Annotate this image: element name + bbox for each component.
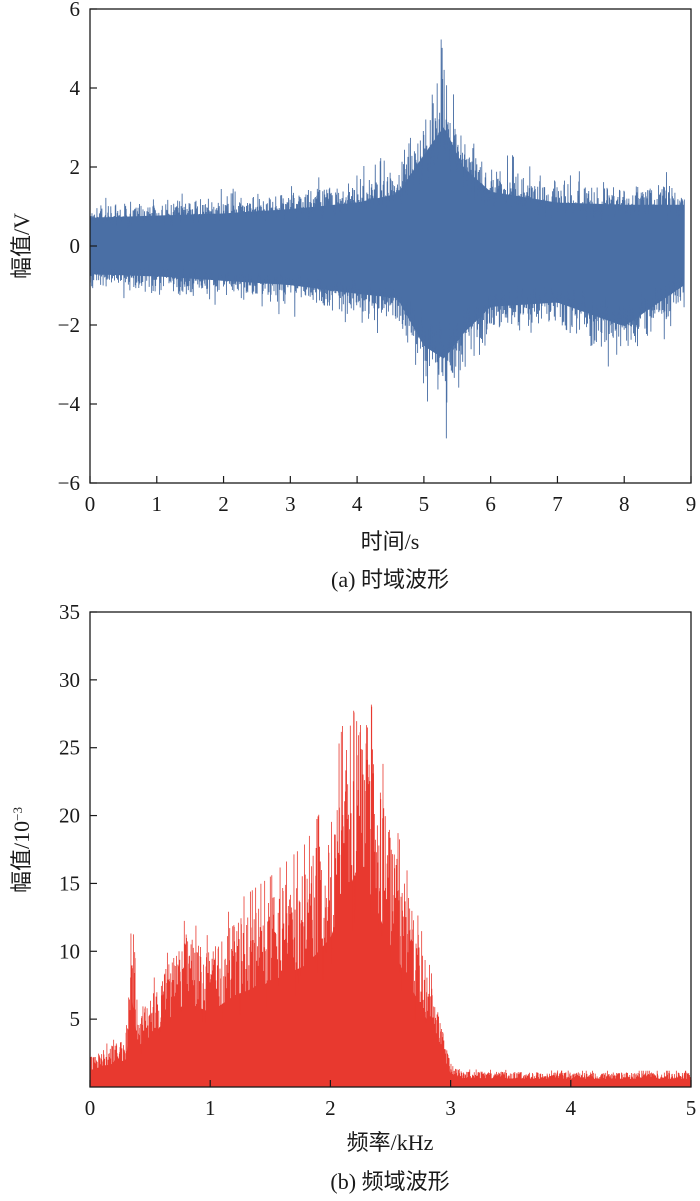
- frequency-domain-x-tick-label: 2: [325, 1096, 336, 1120]
- frequency-domain-y-axis-label-base: 幅值/10: [9, 821, 34, 893]
- time-domain-x-tick-label: 5: [419, 492, 430, 516]
- time-domain-chart: 0 1 2 3 4 5 6 7 8 9 −6 −4 −2 0 2 4 6 时间/s 幅值/V (a) 时域波形: [9, 0, 696, 592]
- time-domain-x-tick-label: 3: [285, 492, 296, 516]
- time-domain-y-tick-label: 6: [70, 0, 81, 21]
- time-domain-x-tick-label: 0: [85, 492, 96, 516]
- time-domain-y-tick-label: −6: [58, 471, 80, 495]
- frequency-domain-x-axis-label: 频率/kHz: [347, 1130, 434, 1155]
- frequency-domain-y-ticks: 5 10 15 20 25 30 35: [59, 600, 97, 1031]
- time-domain-x-tick-label: 1: [152, 492, 163, 516]
- time-domain-caption: (a) 时域波形: [331, 567, 449, 592]
- frequency-domain-y-tick-label: 35: [59, 600, 80, 624]
- frequency-domain-spectrum: [89, 704, 692, 1087]
- time-domain-waveform: [89, 39, 685, 439]
- frequency-domain-y-tick-label: 10: [59, 939, 80, 963]
- time-domain-x-tick-label: 8: [619, 492, 630, 516]
- time-domain-y-tick-label: 2: [70, 155, 81, 179]
- frequency-domain-y-tick-label: 5: [70, 1007, 81, 1031]
- frequency-domain-y-tick-label: 20: [59, 804, 80, 828]
- time-domain-x-tick-label: 7: [552, 492, 563, 516]
- time-domain-y-tick-label: 0: [70, 234, 81, 258]
- time-domain-x-axis-label: 时间/s: [361, 529, 420, 554]
- frequency-domain-x-tick-label: 1: [205, 1096, 216, 1120]
- time-domain-y-tick-label: −2: [58, 313, 80, 337]
- frequency-domain-x-tick-label: 5: [686, 1096, 697, 1120]
- frequency-domain-series: [89, 704, 692, 1087]
- time-domain-y-tick-label: −4: [58, 392, 81, 416]
- frequency-domain-y-tick-label: 15: [59, 871, 80, 895]
- time-domain-y-tick-label: 4: [70, 76, 81, 100]
- time-domain-x-tick-label: 2: [218, 492, 229, 516]
- frequency-domain-x-tick-label: 3: [445, 1096, 456, 1120]
- frequency-domain-caption: (b) 频域波形: [330, 1169, 449, 1194]
- frequency-domain-x-tick-label: 4: [566, 1096, 577, 1120]
- time-domain-y-ticks: −6 −4 −2 0 2 4 6: [58, 0, 97, 495]
- frequency-domain-x-ticks: 0 1 2 3 4 5: [85, 1080, 697, 1120]
- frequency-domain-y-axis-label-exponent: −3: [10, 807, 25, 821]
- frequency-domain-y-tick-label: 25: [59, 736, 80, 760]
- frequency-domain-plot-frame: [89, 611, 692, 1088]
- frequency-domain-y-tick-label: 30: [59, 668, 80, 692]
- frequency-domain-x-tick-label: 0: [85, 1096, 96, 1120]
- time-domain-x-tick-label: 6: [485, 492, 496, 516]
- time-domain-x-tick-label: 9: [686, 492, 697, 516]
- time-domain-x-tick-label: 4: [352, 492, 363, 516]
- time-domain-y-axis-label: 幅值/V: [9, 213, 34, 279]
- time-domain-x-ticks: 0 1 2 3 4 5 6 7 8 9: [85, 476, 697, 516]
- time-domain-series: [89, 39, 685, 439]
- frequency-domain-y-axis-label: 幅值/10−3: [9, 807, 34, 893]
- frequency-domain-chart: 0 1 2 3 4 5 5 10 15 20 25 30 35 频率/kHz 幅值/10−3 (b) …: [9, 600, 696, 1194]
